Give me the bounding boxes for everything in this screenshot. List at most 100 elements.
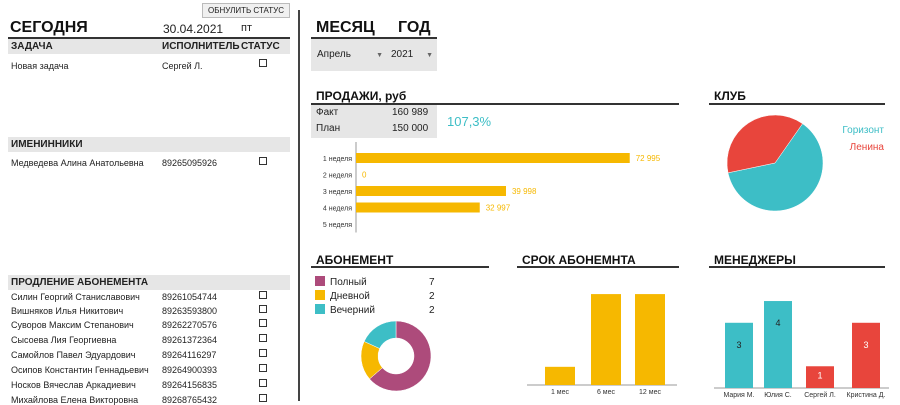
- renewal-checkbox[interactable]: [259, 291, 267, 299]
- renewal-name: Вишняков Илья Никитович: [11, 306, 124, 316]
- today-weekday: пт: [241, 22, 252, 34]
- renewal-checkbox[interactable]: [259, 319, 267, 327]
- pie-slice: [363, 320, 397, 349]
- bar: [725, 322, 753, 388]
- filters-band: [311, 39, 437, 71]
- renewal-phone: 89264116297: [162, 350, 217, 360]
- bar: [852, 322, 880, 388]
- year-select[interactable]: 2021 ▼: [391, 49, 433, 63]
- legend-value: 2: [429, 305, 435, 316]
- plan-label: План: [316, 123, 341, 134]
- tick-label: 12 мес: [639, 389, 661, 396]
- renewal-header-band: [8, 275, 290, 290]
- renewal-phone: 89263593800: [162, 306, 218, 316]
- bar: [545, 366, 575, 385]
- tick-label: 4 неделя: [323, 206, 352, 213]
- renewal-phone: 89261054744: [162, 292, 218, 302]
- pie-slice: [369, 320, 432, 392]
- renewal-checkbox[interactable]: [259, 305, 267, 313]
- birthdays-header-band: [8, 137, 290, 152]
- data-label: 39 998: [512, 187, 537, 196]
- tick-label: 1 мес: [551, 389, 570, 396]
- tick-label: 2 неделя: [323, 173, 352, 180]
- data-label: 72 995: [636, 154, 661, 163]
- data-label: 0: [362, 171, 367, 180]
- today-divider: [8, 37, 290, 39]
- legend-value: 7: [429, 277, 435, 288]
- tick-label: Сергей Л.: [804, 391, 836, 399]
- club-title: КЛУБ: [714, 89, 746, 103]
- renewal-phone: 89268765432: [162, 395, 218, 405]
- data-label: 32 997: [486, 204, 511, 213]
- fact-label: Факт: [316, 107, 339, 118]
- plan-value: 150 000: [392, 123, 429, 134]
- bar: [356, 153, 630, 163]
- year-value: 2021: [391, 49, 414, 60]
- plan-percent: 107,3%: [447, 114, 492, 129]
- club-divider: [709, 103, 885, 105]
- bar: [591, 294, 621, 385]
- col-assignee: ИСПОЛНИТЕЛЬ: [162, 41, 240, 52]
- col-task: ЗАДАЧА: [11, 41, 53, 52]
- chevron-down-icon: ▼: [426, 52, 433, 59]
- legend-swatch: [315, 290, 325, 300]
- legend-swatch: [315, 304, 325, 314]
- renewal-phone: 89261372364: [162, 335, 218, 345]
- managers-bar-chart: 3 Мария М. 4 Юлия С. 1 Сергей Л. 3 Кристина Д.: [714, 301, 889, 399]
- pie-slice: [727, 123, 824, 212]
- data-label: 4: [775, 318, 780, 328]
- legend-label: Вечерний: [330, 305, 375, 316]
- renewal-checkbox[interactable]: [259, 364, 267, 372]
- renewal-checkbox[interactable]: [259, 379, 267, 387]
- task-name: Новая задача: [11, 61, 69, 71]
- renewal-name: Силин Георгий Станиславович: [11, 292, 140, 302]
- sales-title: ПРОДАЖИ, руб: [316, 89, 407, 103]
- task-assignee: Сергей Л.: [162, 61, 203, 71]
- renewal-checkbox[interactable]: [259, 349, 267, 357]
- subscription-chart: Полный 7 Дневной 2 Вечерний 2: [315, 276, 435, 392]
- data-label: 3: [863, 340, 868, 350]
- tick-label: 1 неделя: [323, 156, 352, 163]
- filters-divider: [311, 37, 437, 39]
- bar: [356, 202, 480, 213]
- subscription-divider: [311, 266, 489, 268]
- tick-label: 5 неделя: [323, 222, 352, 229]
- today-panel: СЕГОДНЯ 30.04.2021 пт ОБНУЛИТЬ СТАТУС ЗА…: [0, 0, 295, 405]
- bar: [635, 294, 665, 385]
- bar: [356, 186, 506, 196]
- subscription-title: АБОНЕМЕНТ: [316, 253, 394, 267]
- col-status: СТАТУС: [241, 41, 280, 52]
- renewal-name: Михайлова Елена Викторовна: [11, 395, 139, 405]
- task-status-checkbox[interactable]: [259, 59, 267, 67]
- tick-label: 6 мес: [597, 389, 616, 396]
- renewal-checkbox[interactable]: [259, 334, 267, 342]
- legend-label: Ленина: [850, 142, 885, 153]
- year-label: ГОД: [398, 19, 431, 36]
- tick-label: Юлия С.: [764, 392, 792, 399]
- weekly-sales-chart: 1 неделя 72 995 2 неделя 0 3 неделя 39 998 4 н…: [323, 142, 661, 233]
- term-title: СРОК АБОНЕМНТА: [522, 253, 636, 267]
- renewal-phone: 89262270576: [162, 320, 218, 330]
- today-title: СЕГОДНЯ: [10, 19, 88, 36]
- reset-status-button[interactable]: ОБНУЛИТЬ СТАТУС: [202, 3, 291, 18]
- managers-divider: [709, 266, 885, 268]
- bar: [764, 301, 792, 388]
- birthday-phone: 89265095926: [162, 158, 218, 168]
- legend-swatch: [315, 276, 325, 286]
- birthday-checkbox[interactable]: [259, 157, 267, 165]
- renewal-name: Суворов Максим Степанович: [11, 320, 134, 330]
- managers-title: МЕНЕДЖЕРЫ: [714, 253, 796, 267]
- renewal-name: Осипов Константин Геннадьевич: [11, 365, 149, 375]
- task-header-band: [8, 39, 290, 54]
- renewal-phone: 89264156835: [162, 380, 218, 390]
- club-pie-chart: Горизонт Ленина: [726, 114, 885, 212]
- renewal-phone: 89264900393: [162, 365, 218, 375]
- term-divider: [517, 266, 679, 268]
- bar: [806, 366, 834, 388]
- chevron-down-icon: ▼: [376, 52, 383, 59]
- renewal-name: Носков Вячеслав Аркадиевич: [11, 380, 136, 390]
- month-select[interactable]: Апрель ▼: [317, 49, 383, 63]
- panel-divider: [298, 10, 300, 401]
- data-label: 1: [817, 370, 822, 380]
- legend-label: Дневной: [330, 291, 370, 302]
